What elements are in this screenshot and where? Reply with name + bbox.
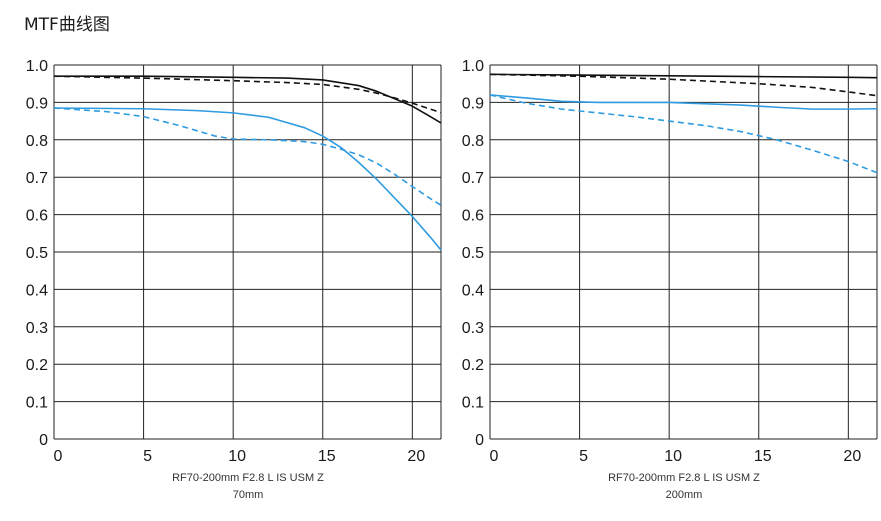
mtf-series-blue-solid bbox=[489, 94, 878, 110]
mtf-series-blue-dashed bbox=[53, 107, 442, 206]
mtf-series-blue-dashed bbox=[489, 94, 878, 174]
x-tick-label: 10 bbox=[228, 448, 246, 465]
y-tick-label: 0.4 bbox=[462, 282, 484, 299]
y-tick-label: 0.9 bbox=[26, 95, 48, 112]
x-tick-label: 15 bbox=[318, 448, 336, 465]
x-tick-label: 10 bbox=[664, 448, 682, 465]
y-tick-label: 0 bbox=[39, 432, 48, 449]
mtf-chart-70mm: 1.0 0.9 0.8 0.7 0.6 0.5 0.4 0.3 0.2 0.1 00 5 10 15 20 bbox=[26, 58, 442, 465]
y-tick-label: 0.5 bbox=[462, 245, 484, 262]
y-tick-label: 0.6 bbox=[462, 208, 484, 225]
y-tick-label: 0.7 bbox=[26, 170, 48, 187]
y-tick-label: 1.0 bbox=[462, 58, 484, 75]
y-tick-label: 0.1 bbox=[26, 395, 48, 412]
mtf-series-black-solid bbox=[54, 75, 442, 124]
x-tick-label: 20 bbox=[407, 448, 425, 465]
page-title: MTF曲线图 bbox=[24, 15, 110, 35]
chart-caption-focal-length: 70mm bbox=[232, 489, 264, 501]
mtf-series-blue-solid bbox=[53, 107, 442, 251]
x-tick-label: 0 bbox=[54, 448, 63, 465]
x-tick-label: 20 bbox=[843, 448, 861, 465]
y-tick-label: 0.3 bbox=[26, 320, 48, 337]
x-tick-label: 5 bbox=[579, 448, 588, 465]
y-tick-label: 1.0 bbox=[26, 58, 48, 75]
y-tick-label: 0.8 bbox=[462, 133, 484, 150]
y-tick-label: 0.4 bbox=[26, 282, 48, 299]
chart-caption-70mm: RF70-200mm F2.8 L IS USM Z 70mm bbox=[98, 470, 398, 504]
y-tick-label: 0.8 bbox=[26, 133, 48, 150]
chart-caption-model: RF70-200mm F2.8 L IS USM Z bbox=[172, 472, 324, 484]
y-tick-label: 0.7 bbox=[462, 170, 484, 187]
y-tick-label: 0.6 bbox=[26, 208, 48, 225]
y-tick-label: 0.2 bbox=[462, 357, 484, 374]
chart-caption-200mm: RF70-200mm F2.8 L IS USM Z 200mm bbox=[534, 470, 834, 504]
x-tick-label: 5 bbox=[143, 448, 152, 465]
chart-caption-model: RF70-200mm F2.8 L IS USM Z bbox=[608, 472, 760, 484]
y-tick-label: 0.3 bbox=[462, 320, 484, 337]
y-tick-label: 0.5 bbox=[26, 245, 48, 262]
y-tick-label: 0.1 bbox=[462, 395, 484, 412]
chart-caption-focal-length: 200mm bbox=[665, 489, 703, 501]
y-tick-label: 0.9 bbox=[462, 95, 484, 112]
x-tick-label: 0 bbox=[490, 448, 499, 465]
mtf-series-black-dashed bbox=[53, 75, 442, 114]
x-tick-label: 15 bbox=[754, 448, 772, 465]
mtf-series-black-solid bbox=[489, 73, 878, 79]
mtf-chart-200mm: 1.0 0.9 0.8 0.7 0.6 0.5 0.4 0.3 0.2 0.1 00 5 10 15 20 bbox=[462, 58, 878, 465]
y-tick-label: 0 bbox=[475, 432, 484, 449]
y-tick-label: 0.2 bbox=[26, 357, 48, 374]
